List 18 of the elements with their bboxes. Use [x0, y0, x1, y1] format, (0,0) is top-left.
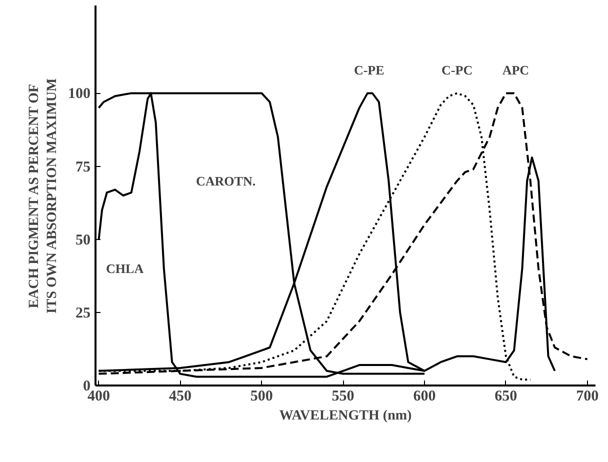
- text: CAROTN.: [196, 173, 256, 188]
- series-label: APC: [502, 62, 530, 78]
- x-tick-label: 650: [494, 388, 518, 404]
- series-label: C-PC: [442, 62, 473, 78]
- x-tick-label: 500: [250, 388, 273, 404]
- y-tick-label: 75: [76, 159, 90, 176]
- series-label: CHLA: [106, 261, 144, 276]
- x-tick-label: 600: [413, 388, 436, 404]
- x-tick-label: 700: [576, 388, 599, 404]
- y-tick-label: 100: [68, 86, 90, 102]
- y-tick-label: 0: [83, 378, 90, 394]
- y-tick-label: 50: [76, 232, 90, 248]
- x-tick-label: 450: [168, 388, 192, 404]
- series-label: C-PE: [354, 62, 384, 78]
- x-axis-title: WAVELENGTH (nm): [279, 408, 412, 424]
- y-axis-title: EACH PIGMENT AS PERCENT OF ITS OWN ABSORPTION MAXIMUM: [27, 78, 60, 314]
- y-tick-label: 25: [76, 305, 90, 322]
- x-tick-label: 550: [332, 388, 354, 404]
